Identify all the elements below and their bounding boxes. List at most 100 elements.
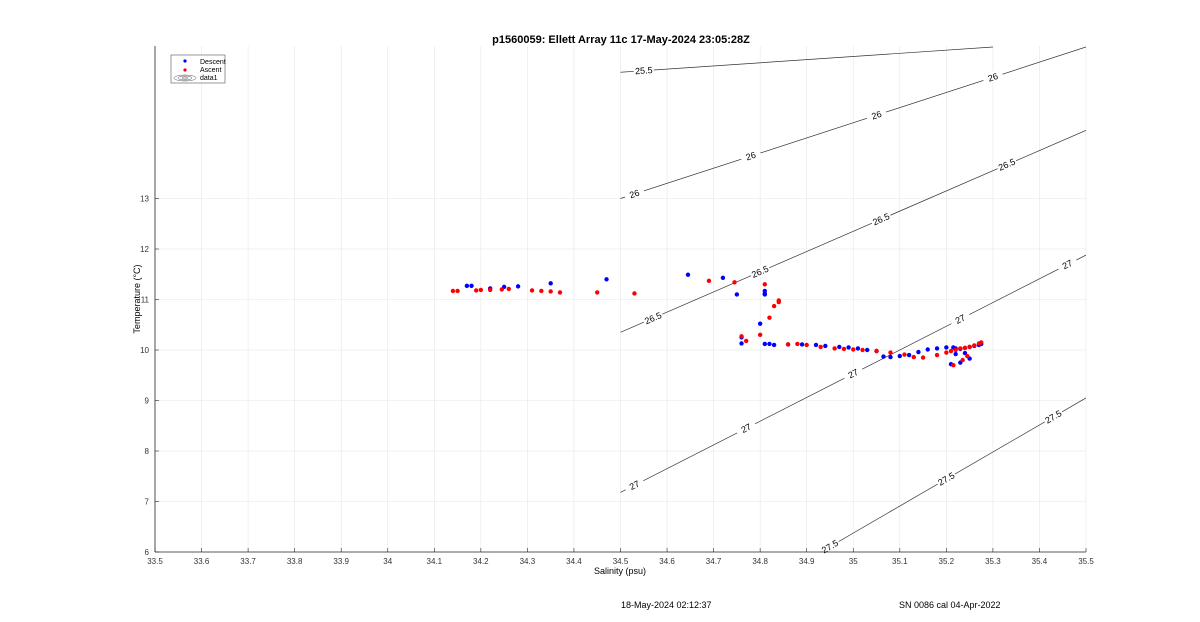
ascent-point (951, 362, 956, 368)
descent-point (548, 281, 553, 286)
ascent-point (795, 341, 800, 347)
ascent-point (771, 303, 777, 309)
descent-point (762, 288, 768, 294)
y-tick-label: 12 (140, 245, 149, 254)
descent-point (916, 349, 921, 355)
x-tick-label: 34.1 (427, 557, 443, 566)
x-tick-label: 34.3 (520, 557, 536, 566)
ascent-point (557, 290, 563, 295)
descent-point (925, 347, 930, 352)
ascent-point (767, 315, 772, 320)
svg-text:27: 27 (954, 312, 967, 325)
descent-point (944, 345, 949, 350)
descent-point (837, 344, 842, 350)
descent-point (934, 346, 940, 351)
x-tick-label: 34.7 (706, 557, 722, 566)
descent-point (515, 284, 521, 289)
descent-point (757, 321, 763, 326)
descent-point (953, 351, 958, 357)
x-tick-label: 33.8 (287, 557, 303, 566)
svg-text:27: 27 (739, 422, 752, 435)
x-tick-label: 33.6 (194, 557, 210, 566)
contour-label: 27 (841, 363, 865, 383)
legend-ascent-marker (183, 68, 187, 72)
descent-point (771, 342, 777, 348)
ascent-point (499, 287, 504, 292)
ascent-point (739, 334, 744, 339)
y-tick-label: 8 (145, 447, 150, 456)
ascent-point (455, 288, 460, 294)
ascent-point (888, 350, 893, 355)
contour-label: 26 (981, 68, 1004, 86)
ascent-point (960, 357, 965, 363)
descent-point (897, 353, 902, 359)
ascent-point (832, 346, 837, 351)
legend-contour-icon (173, 74, 197, 82)
x-tick-label: 34.5 (613, 557, 629, 566)
descent-point (906, 352, 912, 358)
x-tick-label: 34 (383, 557, 392, 566)
x-tick-label: 35.2 (939, 557, 955, 566)
contour-label: 26 (865, 106, 888, 124)
contour-label: 27 (734, 418, 758, 438)
ascent-point (595, 290, 600, 295)
y-tick-label: 7 (145, 498, 150, 507)
contour-label: 26 (739, 147, 762, 164)
ascent-point (706, 278, 712, 284)
ascent-point (967, 344, 972, 350)
x-tick-label: 35.3 (985, 557, 1001, 566)
contour-label: 26 (623, 185, 646, 202)
descent-point (881, 354, 886, 359)
ascent-point (473, 288, 479, 293)
ascent-point (732, 280, 737, 285)
svg-text:26: 26 (870, 109, 883, 122)
ascent-point (953, 347, 958, 353)
ascent-point (478, 287, 484, 293)
ascent-point (818, 344, 823, 350)
y-tick-label: 11 (141, 296, 150, 305)
x-tick-labels: 33.5 33.6 33.7 33.8 33.9 34 34.1 34.2 34.3 34.4 34… (147, 548, 1094, 566)
descent-point (855, 346, 861, 351)
x-tick-label: 34.8 (752, 557, 768, 566)
ascent-point (948, 348, 954, 354)
y-tick-label: 10 (140, 346, 149, 355)
ascent-point (487, 287, 493, 293)
ascent-point (841, 346, 847, 352)
descent-point (799, 342, 805, 347)
legend-box (170, 54, 226, 84)
contour-label: 27 (948, 309, 972, 329)
legend-ascent-label: Ascent (200, 67, 221, 74)
descent-point (685, 272, 691, 277)
ascent-point (944, 350, 949, 355)
y-tick-labels: 6 7 8 9 10 11 12 13 (140, 195, 159, 557)
ascent-point (632, 291, 637, 296)
ascent-point (851, 347, 856, 352)
x-tick-label: 33.7 (240, 557, 256, 566)
ascent-point (529, 288, 535, 293)
ascent-point (757, 332, 763, 338)
descent-point (823, 343, 828, 349)
ascent-point (934, 352, 940, 358)
ascent-point (860, 347, 865, 353)
ascent-point (776, 298, 781, 303)
legend-descent-label: Descent (200, 59, 226, 66)
x-tick-label: 34.6 (659, 557, 675, 566)
svg-text:26: 26 (745, 150, 758, 163)
contour-line (620, 46, 993, 73)
descent-point (762, 341, 768, 347)
density-contours: 25.52626262626.526.526.526.5272727272727… (620, 46, 1086, 556)
series-ascent (450, 278, 984, 368)
ascent-point (911, 354, 916, 360)
legend: Descent Ascent data1 (170, 54, 226, 84)
x-tick-label: 35 (849, 557, 858, 566)
descent-point (813, 342, 819, 348)
descent-point (604, 277, 609, 282)
ascent-point (962, 345, 968, 351)
ascent-point (979, 340, 984, 345)
x-tick-label: 35.4 (1032, 557, 1048, 566)
ascent-point (920, 355, 926, 360)
ascent-point (539, 288, 544, 294)
x-axis-label: Salinity (psu) (594, 566, 646, 576)
contour-label: 27 (622, 475, 646, 495)
